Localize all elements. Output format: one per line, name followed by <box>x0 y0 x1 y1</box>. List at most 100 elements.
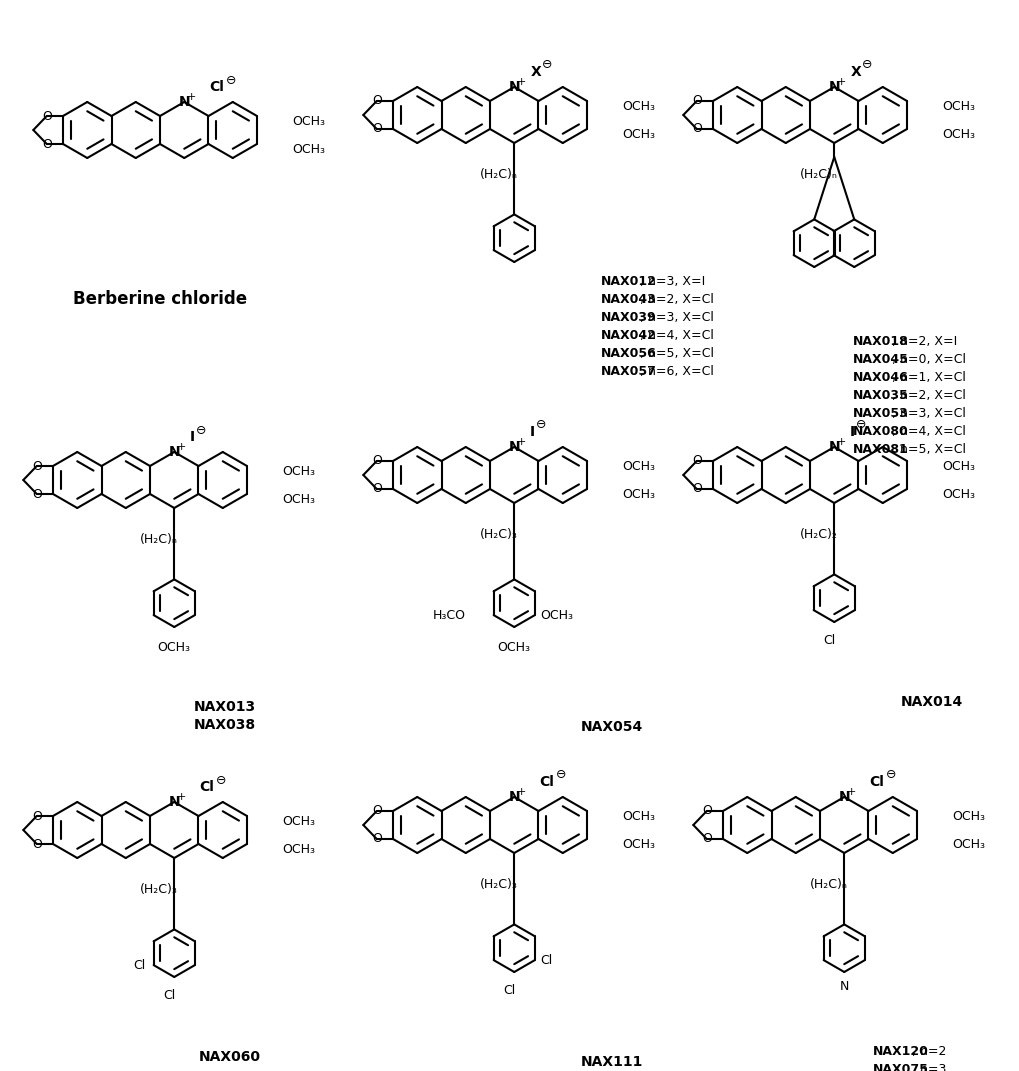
Text: +: + <box>516 437 526 447</box>
Text: O: O <box>691 122 701 136</box>
Text: OCH₃: OCH₃ <box>497 642 530 654</box>
Text: NAX056: NAX056 <box>600 347 656 360</box>
Text: (H₂C)ₙ: (H₂C)ₙ <box>800 168 838 181</box>
Text: O: O <box>32 459 42 472</box>
Text: , n=2, X=I: , n=2, X=I <box>891 335 956 348</box>
Text: NAX060: NAX060 <box>199 1050 261 1064</box>
Text: , n=3, X=Cl: , n=3, X=Cl <box>639 311 713 325</box>
Text: +: + <box>516 787 526 797</box>
Text: (H₂C)₃: (H₂C)₃ <box>480 878 518 891</box>
Text: NAX053: NAX053 <box>852 407 908 420</box>
Text: O: O <box>372 454 381 468</box>
Text: (H₂C)ₙ: (H₂C)ₙ <box>141 533 178 546</box>
Text: , n=4, X=Cl: , n=4, X=Cl <box>891 425 965 438</box>
Text: NAX014: NAX014 <box>900 695 962 709</box>
Text: I: I <box>849 425 854 439</box>
Text: OCH₃: OCH₃ <box>942 461 975 473</box>
Text: N: N <box>827 440 840 454</box>
Text: I: I <box>529 425 534 439</box>
Text: NAX057: NAX057 <box>600 365 656 378</box>
Text: OCH₃: OCH₃ <box>158 642 191 654</box>
Text: , n=0, X=Cl: , n=0, X=Cl <box>891 353 965 366</box>
Text: Cl: Cl <box>538 775 553 789</box>
Text: O: O <box>691 454 701 468</box>
Text: NAX018: NAX018 <box>852 335 908 348</box>
Text: OCH₃: OCH₃ <box>623 100 655 114</box>
Text: , n=3: , n=3 <box>911 1064 946 1071</box>
Text: , n=6, X=Cl: , n=6, X=Cl <box>639 365 713 378</box>
Text: OCH₃: OCH₃ <box>282 465 316 478</box>
Text: N: N <box>507 790 520 804</box>
Text: O: O <box>32 810 42 823</box>
Text: NAX045: NAX045 <box>852 353 908 366</box>
Text: NAX013: NAX013 <box>194 700 256 714</box>
Text: (H₂C)ₙ: (H₂C)ₙ <box>809 878 848 891</box>
Text: O: O <box>372 804 381 817</box>
Text: NAX111: NAX111 <box>580 1055 643 1069</box>
Text: NAX075: NAX075 <box>872 1064 927 1071</box>
Text: +: + <box>846 787 855 797</box>
Text: Berberine chloride: Berberine chloride <box>73 290 247 308</box>
Text: OCH₃: OCH₃ <box>539 608 573 621</box>
Text: N: N <box>839 980 848 993</box>
Text: O: O <box>32 487 42 500</box>
Text: (H₂C)₃: (H₂C)₃ <box>141 884 178 896</box>
Text: NAX120: NAX120 <box>872 1045 927 1058</box>
Text: ⊖: ⊖ <box>886 769 896 782</box>
Text: OCH₃: OCH₃ <box>623 488 655 501</box>
Text: NAX046: NAX046 <box>852 371 908 384</box>
Text: OCH₃: OCH₃ <box>282 815 316 828</box>
Text: +: + <box>516 77 526 87</box>
Text: ⊖: ⊖ <box>216 773 226 786</box>
Text: +: + <box>176 442 185 452</box>
Text: O: O <box>372 832 381 845</box>
Text: , n=3, X=Cl: , n=3, X=Cl <box>891 407 965 420</box>
Text: ⊖: ⊖ <box>541 59 552 72</box>
Text: OCH₃: OCH₃ <box>952 810 984 824</box>
Text: N: N <box>838 790 849 804</box>
Text: Cl: Cl <box>539 953 551 967</box>
Text: +: + <box>176 791 185 802</box>
Text: O: O <box>372 483 381 496</box>
Text: O: O <box>42 137 52 151</box>
Text: NAX038: NAX038 <box>194 718 256 731</box>
Text: (H₂C)₂: (H₂C)₂ <box>800 528 838 541</box>
Text: +: + <box>186 92 196 102</box>
Text: NAX043: NAX043 <box>600 293 656 306</box>
Text: Cl: Cl <box>502 984 515 997</box>
Text: OCH₃: OCH₃ <box>282 843 316 856</box>
Text: NAX054: NAX054 <box>580 720 642 734</box>
Text: O: O <box>691 483 701 496</box>
Text: NAX012: NAX012 <box>600 275 656 288</box>
Text: N: N <box>178 95 190 109</box>
Text: O: O <box>701 804 711 817</box>
Text: ⊖: ⊖ <box>555 769 566 782</box>
Text: OCH₃: OCH₃ <box>623 129 655 141</box>
Text: N: N <box>168 444 180 459</box>
Text: X: X <box>850 65 861 79</box>
Text: N: N <box>507 80 520 94</box>
Text: OCH₃: OCH₃ <box>623 461 655 473</box>
Text: I: I <box>190 429 195 444</box>
Text: NAX080: NAX080 <box>852 425 908 438</box>
Text: O: O <box>372 94 381 107</box>
Text: OCH₃: OCH₃ <box>942 488 975 501</box>
Text: , n=5, X=Cl: , n=5, X=Cl <box>891 443 965 456</box>
Text: ⊖: ⊖ <box>855 419 866 432</box>
Text: OCH₃: OCH₃ <box>623 839 655 851</box>
Text: OCH₃: OCH₃ <box>952 839 984 851</box>
Text: Cl: Cl <box>199 780 213 794</box>
Text: N: N <box>168 795 180 809</box>
Text: OCH₃: OCH₃ <box>282 493 316 507</box>
Text: O: O <box>32 838 42 850</box>
Text: , n=4, X=Cl: , n=4, X=Cl <box>639 329 713 342</box>
Text: OCH₃: OCH₃ <box>942 129 975 141</box>
Text: NAX035: NAX035 <box>852 389 908 402</box>
Text: ⊖: ⊖ <box>861 59 871 72</box>
Text: OCH₃: OCH₃ <box>942 100 975 114</box>
Text: , n=2, X=Cl: , n=2, X=Cl <box>891 389 965 402</box>
Text: O: O <box>42 109 52 122</box>
Text: O: O <box>701 832 711 845</box>
Text: , n=5, X=Cl: , n=5, X=Cl <box>639 347 713 360</box>
Text: OCH₃: OCH₃ <box>292 115 325 129</box>
